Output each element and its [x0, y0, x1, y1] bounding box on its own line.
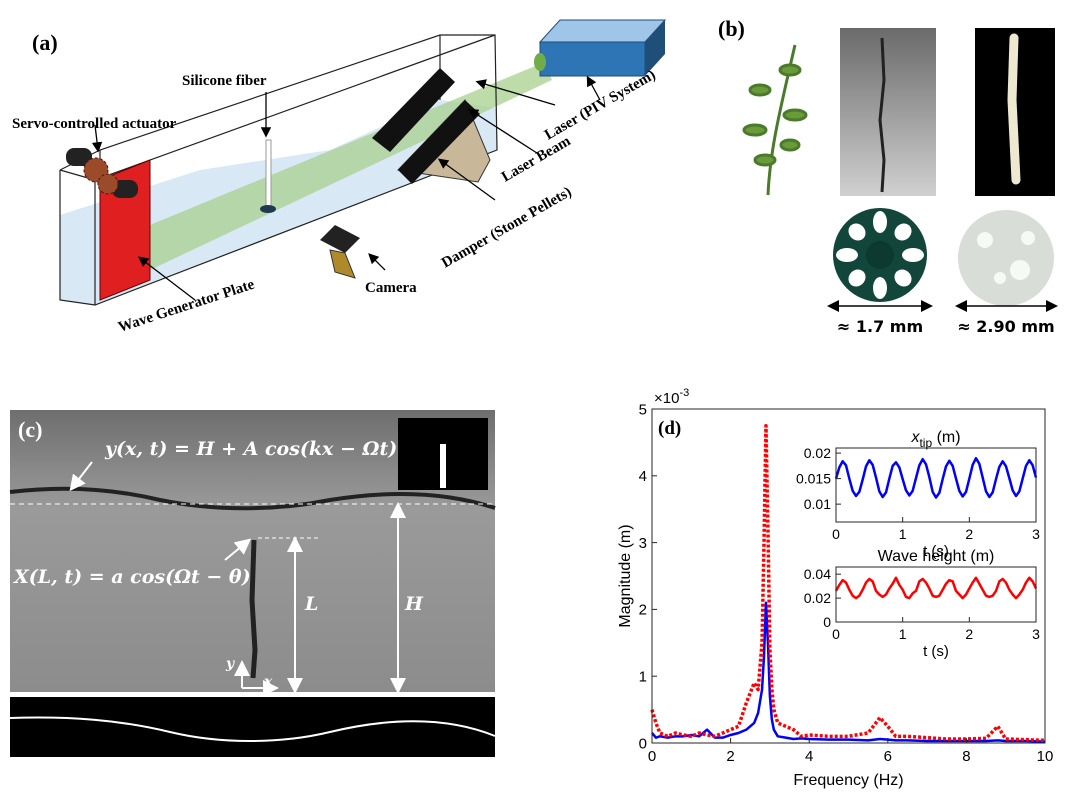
annotation: Silicone fiber	[182, 73, 267, 89]
y-tick-label: 0.02	[804, 590, 831, 606]
multiplier-base: ×10	[654, 390, 679, 407]
depth-label: H	[404, 593, 424, 615]
x-tick-label: 0	[832, 626, 840, 642]
laser-lens	[534, 53, 546, 71]
x-tick-label: 1	[899, 626, 907, 642]
title-unit: (m)	[932, 429, 960, 446]
fiber-section	[958, 210, 1054, 306]
fiber-equation: X(L, t) = a cos(Ωt − θ)	[13, 566, 251, 588]
laser-top	[540, 20, 665, 42]
panel-label: (b)	[718, 16, 745, 41]
multiplier-exponent: -3	[679, 387, 689, 399]
plot-area	[836, 448, 1036, 522]
y-tick-label: 4	[639, 468, 647, 485]
x-tick-label: 2	[965, 626, 973, 642]
stem-core	[866, 241, 894, 269]
y-tick-label: 1	[639, 668, 647, 685]
x-tick-label: 1	[899, 526, 907, 542]
y-tick-label: 0.01	[804, 496, 831, 512]
dimension-label: ≈ 2.90 mm	[957, 317, 1054, 336]
x-tick-label: 0	[832, 526, 840, 542]
plant	[744, 45, 806, 195]
panel-label: (a)	[32, 30, 58, 55]
annotation: Laser Beam	[499, 133, 574, 186]
fiber-base	[260, 205, 276, 213]
x-tick-label: 2	[965, 526, 973, 542]
x-tick-label: 8	[962, 748, 970, 765]
title-subscript: tip	[919, 436, 932, 450]
mask-fiber	[440, 444, 446, 488]
y-tick-label: 5	[639, 401, 647, 418]
surface-equation: y(x, t) = H + A cos(kx − Ωt)	[104, 438, 397, 460]
axis-label: x	[263, 674, 273, 690]
x-tick-label: 2	[726, 748, 734, 765]
panel-c: (c) y(x, t) = H + A cos(kx − Ωt) X(L, t)…	[10, 410, 495, 757]
panel-b: (b) ≈ 1.7 mm ≈ 2.90 mm	[718, 16, 1055, 336]
figure: (a) Servo-controlled actuator Silicone f…	[0, 0, 1065, 798]
camera	[320, 225, 360, 253]
camera	[330, 250, 355, 278]
y-tick-label: 0.02	[804, 445, 831, 461]
fiber	[266, 140, 271, 208]
laser-body	[540, 42, 645, 76]
gear	[98, 174, 118, 194]
fiber	[252, 540, 255, 678]
panel-label: (d)	[658, 418, 681, 439]
annotation: Camera	[365, 280, 417, 296]
axis-multiplier: ×10-3	[654, 387, 689, 407]
annotation: Servo-controlled actuator	[12, 116, 177, 132]
panel-a: (a) Servo-controlled actuator Silicone f…	[12, 20, 665, 336]
x-tick-label: 6	[884, 748, 892, 765]
annotation: Damper (Stone Pellets)	[439, 184, 574, 271]
axis-label: y	[225, 656, 235, 672]
x-tick-label: 0	[648, 748, 656, 765]
x-tick-label: 3	[1032, 626, 1040, 642]
y-tick-label: 0.04	[804, 566, 831, 582]
x-tick-label: 3	[1032, 526, 1040, 542]
length-label: L	[304, 593, 318, 615]
y-tick-label: 0.015	[796, 471, 831, 487]
fiber	[1012, 38, 1016, 180]
y-tick-label: 0	[639, 735, 647, 752]
x-tick-label: 4	[805, 748, 813, 765]
x-tick-label: 10	[1037, 748, 1054, 765]
plot-area	[836, 567, 1036, 622]
x-axis-label: Frequency (Hz)	[793, 772, 903, 789]
stem-photo	[840, 28, 936, 196]
inset-title: Wave height (m)	[878, 548, 995, 565]
y-tick-label: 2	[639, 602, 647, 619]
y-axis-label: Magnitude (m)	[617, 524, 634, 627]
surface-mask	[10, 697, 495, 757]
y-tick-label: 3	[639, 535, 647, 552]
panel-label: (c)	[18, 417, 42, 442]
x-axis-label: t (s)	[923, 643, 949, 660]
annotation: Laser (PIV System)	[542, 67, 658, 143]
dimension-label: ≈ 1.7 mm	[837, 317, 923, 336]
y-tick-label: 0	[823, 614, 831, 630]
